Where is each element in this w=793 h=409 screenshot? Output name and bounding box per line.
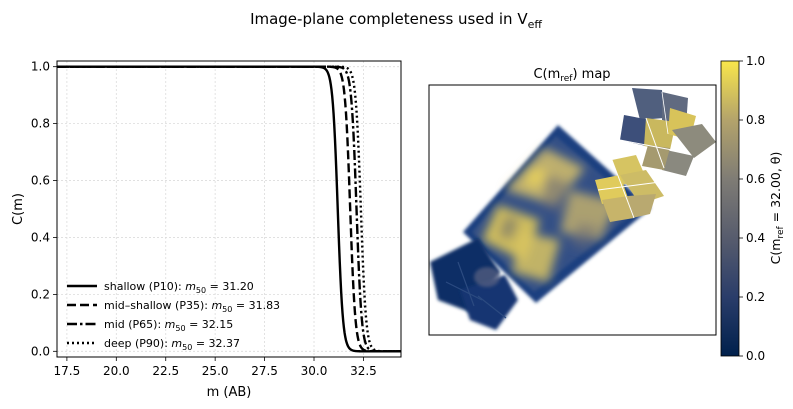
- legend-entry: mid (P65): m50 = 32.15: [104, 318, 233, 333]
- x-axis-label: m (AB): [207, 385, 252, 400]
- map-title: C(mref) map: [533, 67, 610, 84]
- figure-suptitle: Image-plane completeness used in Veff: [250, 10, 542, 31]
- y-axis-label: C(m): [11, 193, 26, 225]
- legend-entry: shallow (P10): m50 = 31.20: [104, 280, 254, 295]
- legend: shallow (P10): m50 = 31.20 mid–shallow (P…: [67, 280, 280, 352]
- colorbar-tick-label: 0.4: [746, 231, 765, 245]
- line-chart-series: [57, 65, 401, 353]
- y-tick-label: 0.4: [31, 230, 50, 244]
- x-tick-label: 22.5: [152, 364, 179, 378]
- x-tick-label: 17.5: [54, 364, 81, 378]
- colorbar-tick-label: 0.6: [746, 172, 765, 186]
- y-tick-label: 0.6: [31, 174, 50, 188]
- x-tick-label: 27.5: [251, 364, 278, 378]
- colorbar-tick-label: 0.0: [746, 349, 765, 363]
- line-chart-ticks: 17.5 20.0 22.5 25.0 27.5 30.0 32.5 0.0 0.2 0.4 0.6…: [31, 60, 377, 378]
- y-tick-label: 0.0: [31, 344, 50, 358]
- line-chart-frame: [56, 60, 402, 358]
- y-tick-label: 1.0: [31, 60, 50, 74]
- colorbar-tick-label: 1.0: [746, 54, 765, 68]
- lower-left-tiles: [430, 238, 518, 330]
- legend-entry: mid–shallow (P35): m50 = 31.83: [104, 299, 280, 314]
- legend-entry: deep (P90): m50 = 32.37: [104, 337, 240, 352]
- map-frame: [428, 84, 717, 336]
- colorbar-label: C(mref = 32.00, θ): [768, 152, 786, 265]
- colorbar-ticks: 0.0 0.2 0.4 0.6 0.8 1.0: [739, 54, 765, 363]
- x-tick-label: 25.0: [202, 364, 229, 378]
- x-tick-label: 30.0: [301, 364, 328, 378]
- upper-right-tiles: [619, 88, 716, 176]
- middle-right-tiles: [595, 155, 664, 222]
- colorbar: 0.0 0.2 0.4 0.6 0.8 1.0 C(mref = 32.00, θ): [720, 54, 786, 363]
- x-tick-label: 20.0: [103, 364, 130, 378]
- colorbar-tick-label: 0.2: [746, 290, 765, 304]
- completeness-map: C(mref) map: [428, 67, 717, 336]
- colorbar-tick-label: 0.8: [746, 113, 765, 127]
- line-chart: 17.5 20.0 22.5 25.0 27.5 30.0 32.5 0.0 0.2 0.4 0.6…: [11, 60, 402, 400]
- y-tick-label: 0.2: [31, 287, 50, 301]
- x-tick-label: 32.5: [350, 364, 377, 378]
- y-tick-label: 0.8: [31, 117, 50, 131]
- colorbar-gradient: [720, 60, 740, 357]
- series-line-3: [57, 65, 401, 353]
